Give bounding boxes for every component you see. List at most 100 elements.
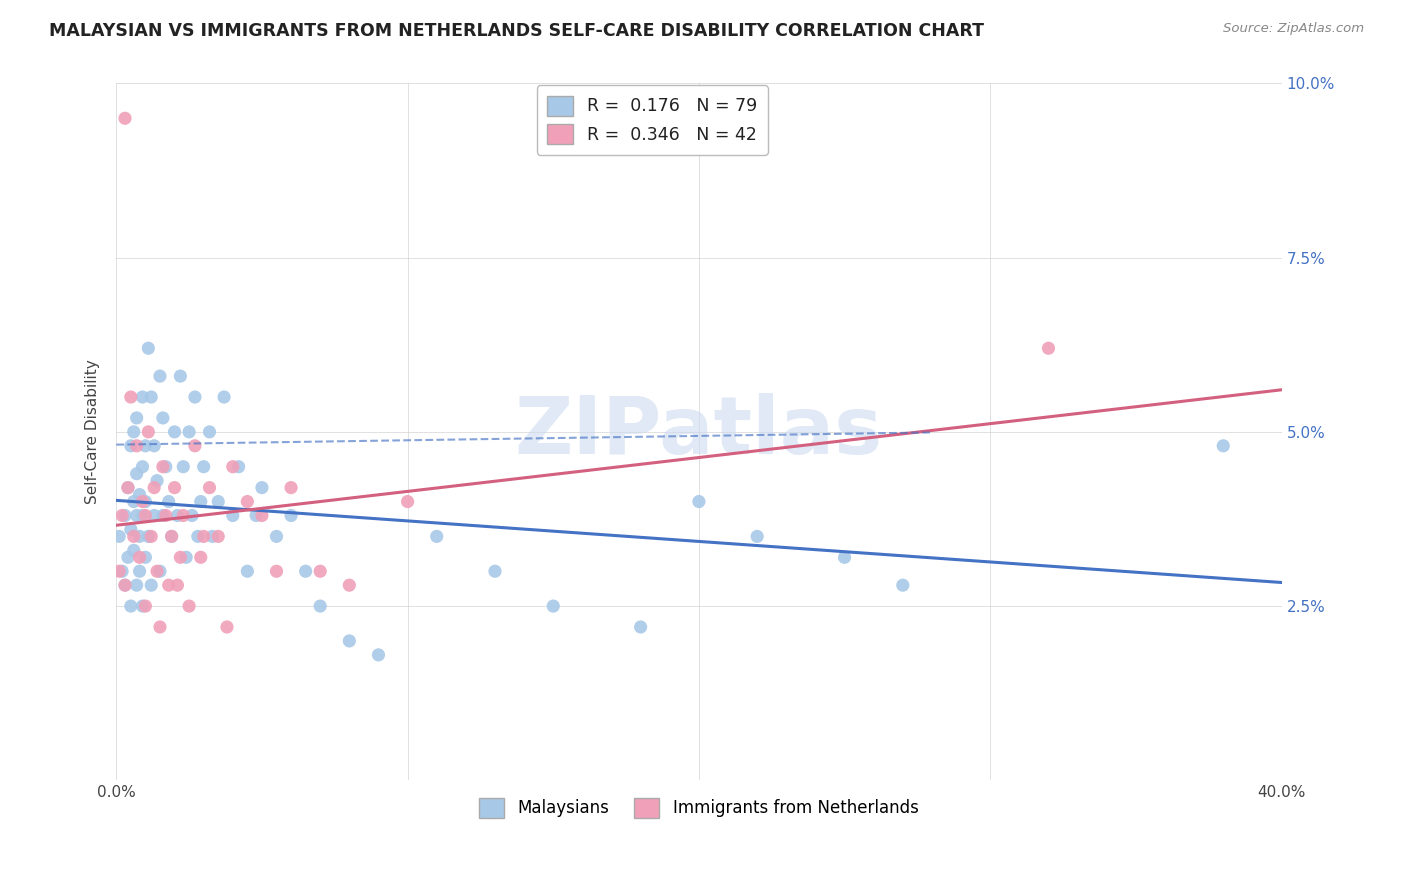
Point — [212, 390, 235, 404]
Legend: Malaysians, Immigrants from Netherlands: Malaysians, Immigrants from Netherlands — [472, 791, 925, 824]
Point — [131, 599, 153, 613]
Point — [207, 494, 229, 508]
Point — [155, 508, 177, 523]
Point — [136, 341, 159, 355]
Point — [187, 529, 209, 543]
Point — [198, 481, 221, 495]
Text: Source: ZipAtlas.com: Source: ZipAtlas.com — [1223, 22, 1364, 36]
Point — [149, 620, 172, 634]
Point — [111, 564, 134, 578]
Point — [177, 425, 200, 439]
Point — [122, 543, 145, 558]
Point — [201, 529, 224, 543]
Point — [309, 564, 332, 578]
Point — [157, 578, 180, 592]
Point — [184, 390, 207, 404]
Point — [166, 508, 188, 523]
Point — [266, 564, 288, 578]
Point — [169, 550, 191, 565]
Point — [114, 578, 136, 592]
Point — [190, 550, 212, 565]
Point — [143, 439, 166, 453]
Point — [117, 481, 139, 495]
Point — [630, 620, 652, 634]
Point — [125, 439, 148, 453]
Point — [484, 564, 506, 578]
Point — [215, 620, 238, 634]
Point — [143, 508, 166, 523]
Point — [125, 411, 148, 425]
Point — [245, 508, 267, 523]
Point — [125, 508, 148, 523]
Point — [891, 578, 914, 592]
Point — [120, 599, 142, 613]
Point — [236, 494, 259, 508]
Point — [172, 508, 194, 523]
Point — [131, 508, 153, 523]
Point — [128, 529, 150, 543]
Point — [141, 578, 163, 592]
Point — [134, 439, 156, 453]
Point — [108, 564, 131, 578]
Point — [166, 578, 188, 592]
Point — [136, 529, 159, 543]
Point — [131, 494, 153, 508]
Point — [122, 494, 145, 508]
Point — [174, 550, 197, 565]
Point — [190, 494, 212, 508]
Point — [172, 459, 194, 474]
Point — [181, 508, 204, 523]
Point — [120, 523, 142, 537]
Point — [184, 439, 207, 453]
Point — [143, 481, 166, 495]
Point — [117, 481, 139, 495]
Point — [111, 508, 134, 523]
Point — [266, 529, 288, 543]
Text: MALAYSIAN VS IMMIGRANTS FROM NETHERLANDS SELF-CARE DISABILITY CORRELATION CHART: MALAYSIAN VS IMMIGRANTS FROM NETHERLANDS… — [49, 22, 984, 40]
Point — [228, 459, 250, 474]
Point — [152, 459, 174, 474]
Point — [134, 508, 156, 523]
Point — [134, 494, 156, 508]
Point — [280, 508, 302, 523]
Point — [193, 529, 215, 543]
Point — [198, 425, 221, 439]
Point — [688, 494, 710, 508]
Point — [108, 529, 131, 543]
Point — [177, 599, 200, 613]
Point — [122, 529, 145, 543]
Point — [747, 529, 769, 543]
Text: ZIPatlas: ZIPatlas — [515, 392, 883, 471]
Point — [141, 529, 163, 543]
Point — [117, 550, 139, 565]
Point — [155, 459, 177, 474]
Point — [396, 494, 419, 508]
Point — [152, 411, 174, 425]
Point — [1212, 439, 1234, 453]
Point — [114, 578, 136, 592]
Point — [834, 550, 856, 565]
Point — [337, 634, 360, 648]
Point — [236, 564, 259, 578]
Point — [125, 467, 148, 481]
Point — [114, 112, 136, 126]
Point — [426, 529, 449, 543]
Point — [309, 599, 332, 613]
Point — [128, 564, 150, 578]
Point — [136, 425, 159, 439]
Point — [146, 564, 169, 578]
Point — [149, 564, 172, 578]
Point — [163, 425, 186, 439]
Point — [160, 529, 183, 543]
Point — [160, 529, 183, 543]
Point — [222, 508, 245, 523]
Point — [169, 369, 191, 384]
Point — [222, 459, 245, 474]
Point — [193, 459, 215, 474]
Point — [157, 494, 180, 508]
Point — [125, 578, 148, 592]
Point — [131, 390, 153, 404]
Point — [114, 508, 136, 523]
Point — [152, 508, 174, 523]
Point — [146, 474, 169, 488]
